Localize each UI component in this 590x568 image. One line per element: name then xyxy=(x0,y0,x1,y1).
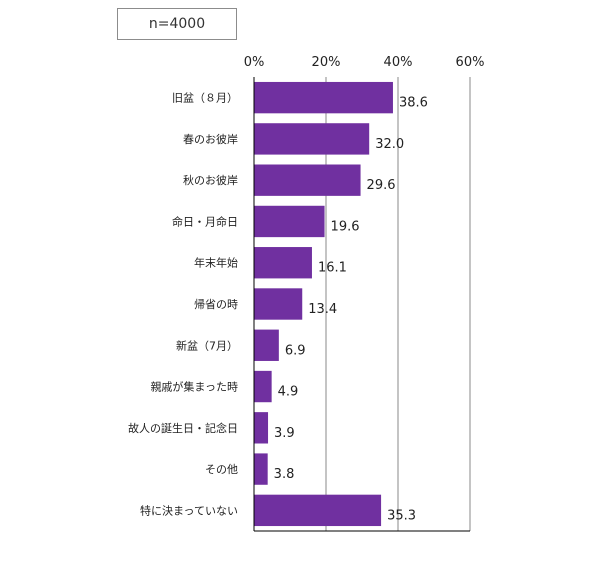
bar-5 xyxy=(254,288,303,320)
value-label-0: 38.6 xyxy=(399,96,428,111)
value-label-5: 13.4 xyxy=(308,302,337,317)
category-label-6: 新盆（7月） xyxy=(176,338,238,352)
bar-7 xyxy=(254,370,272,403)
category-label-0: 旧盆（８月） xyxy=(172,91,238,105)
x-tick-label-3: 60% xyxy=(456,55,485,70)
category-label-9: その他 xyxy=(205,463,238,476)
value-label-8: 3.9 xyxy=(274,426,295,441)
axes xyxy=(253,77,470,532)
bars xyxy=(254,81,393,527)
bar-0 xyxy=(254,81,393,114)
bar-9 xyxy=(254,453,268,485)
category-label-5: 帰省の時 xyxy=(194,298,238,311)
value-labels: 38.6 32.0 29.6 19.6 16.1 13.4 6.9 4.9 3.9 3.8 35.3 xyxy=(274,96,428,524)
bar-1 xyxy=(254,123,370,155)
bar-4 xyxy=(254,247,312,279)
bar-10 xyxy=(254,494,382,527)
value-label-1: 32.0 xyxy=(375,137,404,152)
category-label-10: 特に決まっていない xyxy=(140,503,238,517)
value-label-3: 19.6 xyxy=(331,219,360,234)
category-label-8: 故人の誕生日・記念日 xyxy=(128,421,238,435)
sample-size-box: n=4000 xyxy=(117,8,237,40)
bar-6 xyxy=(254,329,279,361)
category-label-3: 命日・月命日 xyxy=(172,214,238,228)
value-label-6: 6.9 xyxy=(285,343,306,358)
category-label-4: 年末年始 xyxy=(194,256,238,270)
value-label-2: 29.6 xyxy=(367,178,396,193)
x-tick-label-2: 40% xyxy=(384,55,413,70)
category-label-1: 春のお彼岸 xyxy=(183,133,238,146)
x-tick-label-1: 20% xyxy=(312,55,341,70)
value-label-9: 3.8 xyxy=(274,467,295,482)
bar-8 xyxy=(254,412,269,444)
bar-2 xyxy=(254,164,361,196)
value-label-7: 4.9 xyxy=(278,385,299,400)
category-label-7: 親戚が集まった時 xyxy=(150,380,238,394)
x-tick-label-0: 0% xyxy=(244,55,265,70)
value-label-4: 16.1 xyxy=(318,261,347,276)
bar-3 xyxy=(254,205,325,238)
category-label-2: 秋のお彼岸 xyxy=(183,173,238,187)
value-label-10: 35.3 xyxy=(387,508,416,523)
x-tick-labels: 0% 20% 40% 60% xyxy=(244,55,485,70)
